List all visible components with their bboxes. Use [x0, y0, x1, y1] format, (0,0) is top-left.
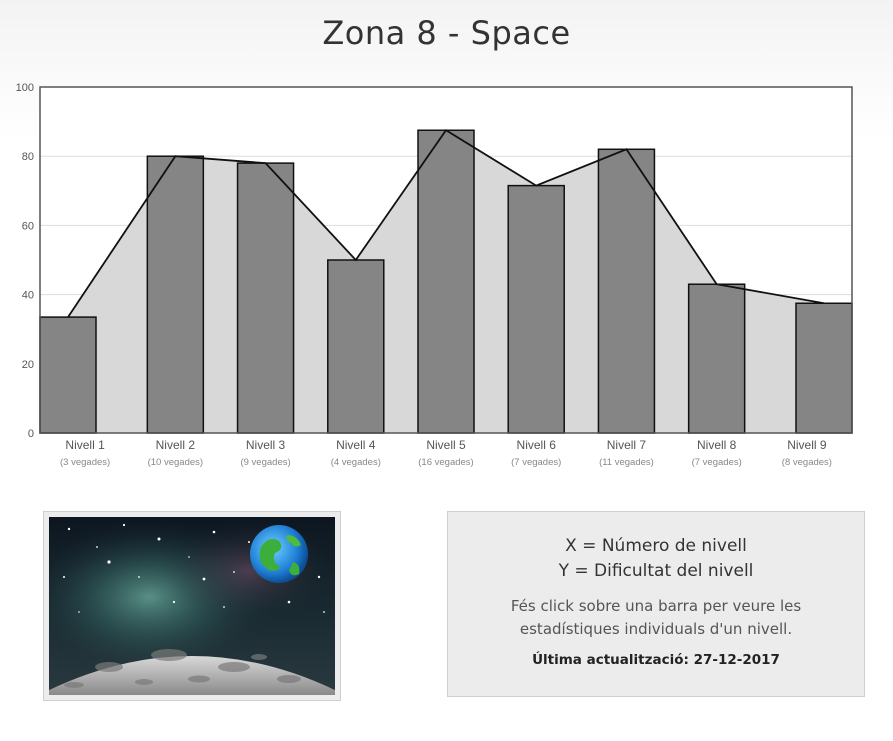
- x-tick-label: Nivell 7: [607, 438, 647, 452]
- x-tick-label: Nivell 6: [517, 438, 557, 452]
- last-updated: Última actualització: 27-12-2017: [532, 652, 780, 668]
- bar-1[interactable]: [39, 316, 97, 434]
- x-tick-sublabel: (7 vegades): [692, 457, 742, 468]
- bar-2[interactable]: [146, 155, 205, 434]
- zone-image-frame: [43, 511, 341, 701]
- bar-4[interactable]: [327, 259, 385, 434]
- x-tick-sublabel: (10 vegades): [148, 457, 203, 468]
- x-tick-label: Nivell 2: [156, 438, 196, 452]
- x-tick-label: Nivell 1: [65, 438, 105, 452]
- x-tick-sublabel: (3 vegades): [60, 457, 110, 468]
- page-title: Zona 8 - Space: [322, 14, 571, 52]
- difficulty-line: [67, 129, 825, 318]
- x-tick-label: Nivell 4: [336, 438, 376, 452]
- x-tick-sublabel: (8 vegades): [782, 457, 832, 468]
- x-tick-label: Nivell 5: [426, 438, 466, 452]
- x-tick-sublabel: (9 vegades): [240, 457, 290, 468]
- x-tick-sublabel: (7 vegades): [511, 457, 561, 468]
- x-axis-legend: X = Número de nivell: [565, 536, 747, 556]
- bar-3[interactable]: [236, 162, 295, 434]
- y-tick-label: 40: [22, 290, 34, 302]
- bar-9[interactable]: [795, 302, 853, 434]
- info-panel: X = Número de nivell Y = Dificultat del …: [447, 511, 865, 697]
- bar-6[interactable]: [507, 184, 565, 434]
- y-tick-label: 60: [22, 220, 34, 232]
- y-tick-label: 0: [28, 428, 34, 440]
- y-tick-label: 100: [16, 82, 34, 94]
- click-hint: Fés click sobre una barra per veure les …: [510, 597, 802, 638]
- plot-frame: [39, 86, 853, 434]
- x-tick-sublabel: (11 vegades): [599, 457, 654, 468]
- x-tick-label: Nivell 9: [787, 438, 827, 452]
- bar-5[interactable]: [417, 129, 475, 434]
- y-tick-label: 20: [22, 359, 34, 371]
- difficulty-chart: 0 20 40 60 80 100 Nivell 1 (3 vegades) Nivell 2 (…: [16, 82, 853, 468]
- x-tick-sublabel: (4 vegades): [331, 457, 381, 468]
- x-tick-sublabel: (16 vegades): [418, 457, 473, 468]
- space-moon-earth-image: [49, 517, 335, 695]
- x-tick-label: Nivell 8: [697, 438, 737, 452]
- bar-7[interactable]: [597, 148, 656, 434]
- x-tick-label: Nivell 3: [246, 438, 286, 452]
- bar-8[interactable]: [687, 283, 746, 434]
- y-axis-legend: Y = Dificultat del nivell: [558, 561, 754, 581]
- y-tick-label: 80: [22, 151, 34, 163]
